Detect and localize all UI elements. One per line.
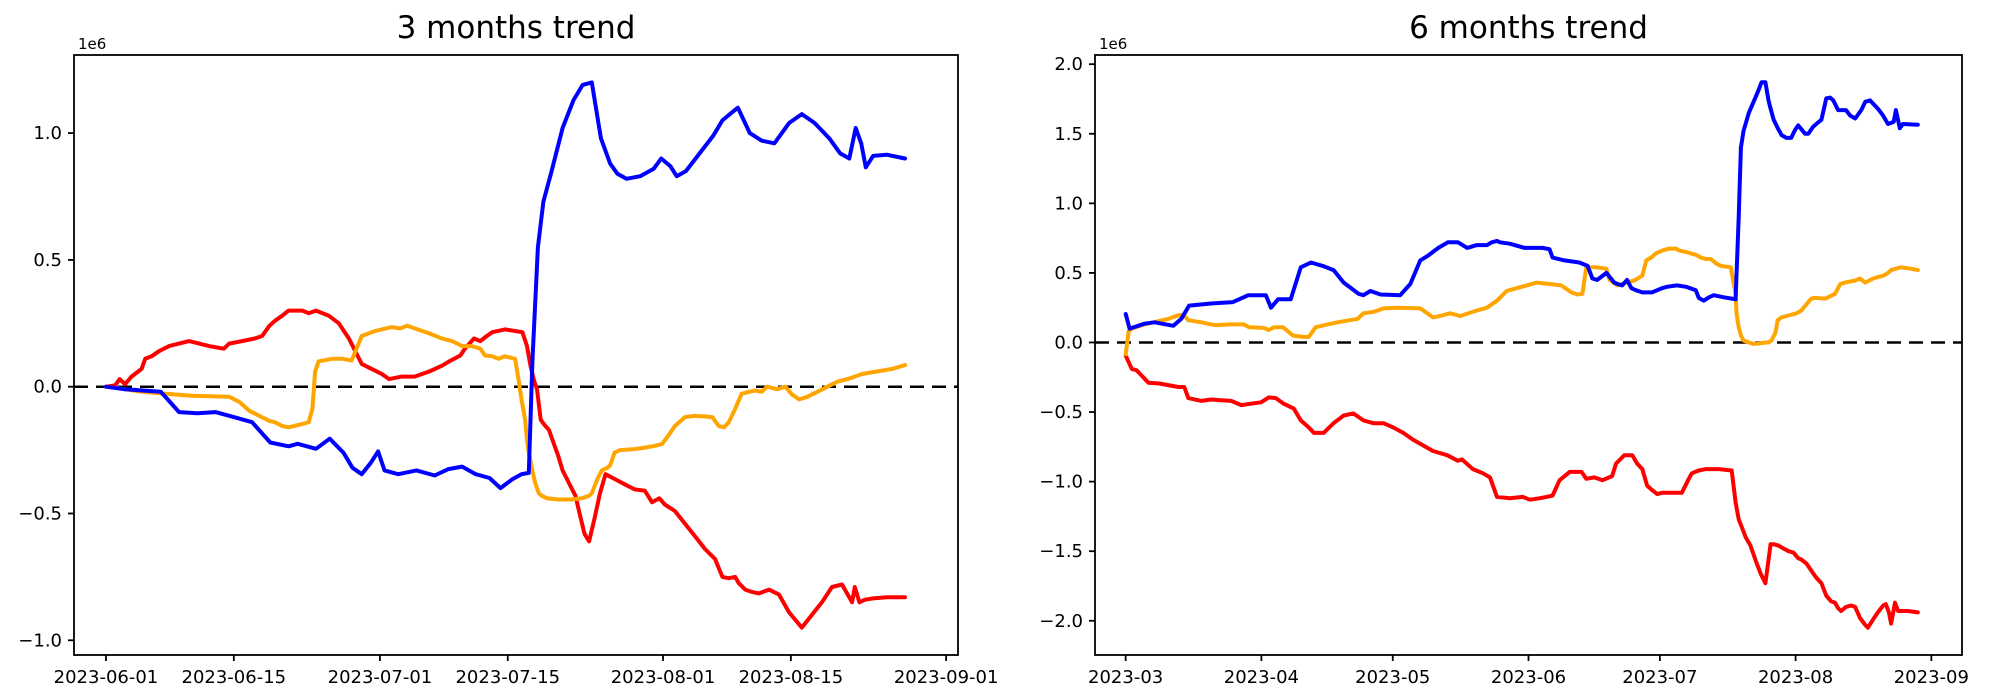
red-series — [1123, 353, 1920, 630]
y-axis-offset-label: 1e6 — [1099, 35, 1127, 53]
plot-border — [1094, 54, 1963, 656]
x-tick-label: 2023-07-01 — [328, 667, 433, 688]
y-tick-label: 0.5 — [1054, 263, 1083, 284]
x-tick-label: 2023-09-01 — [894, 667, 999, 688]
x-tick-label: 2023-07-15 — [455, 667, 560, 688]
y-tick-label: 0.0 — [33, 377, 62, 398]
x-tick-label: 2023-09 — [1894, 667, 1969, 688]
y-tick-label: −1.0 — [18, 630, 62, 651]
chart-3-months-trend: 3 months trend 1e6 2023-06-01 2023-06-15 202… — [18, 10, 999, 688]
chart-6-months-svg: 6 months trend 1e6 2023-03 2023-04 2023-05 20… — [1039, 10, 1969, 688]
x-tick-label: 2023-04 — [1224, 667, 1299, 688]
y-tick-label: 1.0 — [33, 123, 62, 144]
x-tick-label: 2023-06-15 — [182, 667, 287, 688]
x-tick-label: 2023-03 — [1088, 667, 1163, 688]
blue-series — [1123, 80, 1920, 331]
y-tick-label: 1.0 — [1054, 193, 1083, 214]
x-tick-label: 2023-08 — [1758, 667, 1833, 688]
y-tick-label: −0.5 — [18, 503, 62, 524]
y-tick-label: −0.5 — [1039, 402, 1083, 423]
plot-border — [73, 54, 959, 656]
orange-series — [104, 323, 907, 502]
chart-6-months-trend: 6 months trend 1e6 2023-03 2023-04 2023-05 20… — [1000, 0, 2000, 700]
chart-title: 3 months trend — [397, 10, 636, 46]
y-tick-label: 0.0 — [1054, 332, 1083, 353]
y-tick-label: −1.5 — [1039, 541, 1083, 562]
red-series — [104, 308, 907, 630]
x-tick-label: 2023-07 — [1622, 667, 1697, 688]
x-tick-label: 2023-05 — [1355, 667, 1430, 688]
y-tick-label: 0.5 — [33, 250, 62, 271]
y-tick-label: −2.0 — [1039, 611, 1083, 632]
chart-3-months-svg: 3 months trend 1e6 2023-06-01 2023-06-15 202… — [18, 10, 999, 688]
y-tick-label: 1.5 — [1054, 124, 1083, 145]
y-axis-offset-label: 1e6 — [78, 35, 106, 53]
x-tick-label: 2023-08-15 — [739, 667, 844, 688]
chart-title: 6 months trend — [1409, 10, 1648, 46]
orange-series — [1123, 246, 1920, 357]
x-tick-label: 2023-06 — [1491, 667, 1566, 688]
x-tick-label: 2023-06-01 — [54, 667, 159, 688]
x-tick-label: 2023-08-01 — [611, 667, 716, 688]
blue-series — [104, 80, 907, 491]
y-tick-label: −1.0 — [1039, 472, 1083, 493]
y-tick-label: 2.0 — [1054, 54, 1083, 75]
